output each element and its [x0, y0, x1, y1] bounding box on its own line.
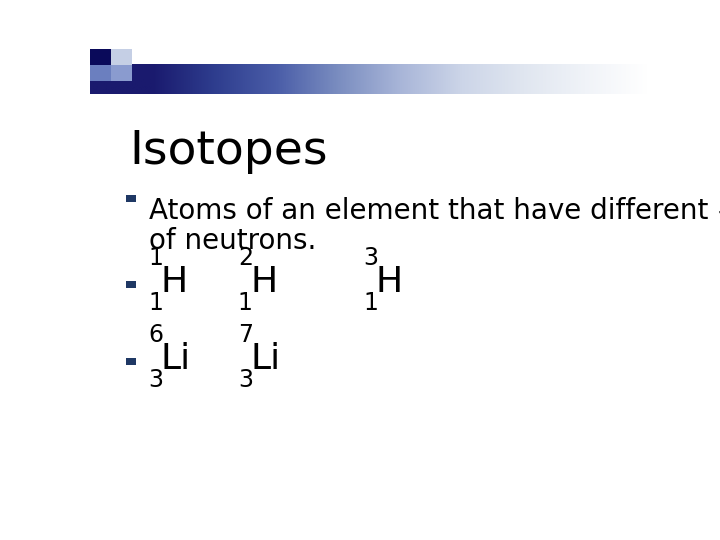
Bar: [126, 194, 136, 202]
Bar: [126, 281, 136, 288]
Bar: [90, 49, 111, 65]
Text: H: H: [250, 265, 277, 299]
Text: 2: 2: [238, 246, 253, 270]
Bar: [90, 65, 111, 80]
Text: 3: 3: [238, 368, 253, 393]
Text: 1: 1: [148, 246, 163, 270]
Text: 1: 1: [148, 292, 163, 315]
Text: Isotopes: Isotopes: [129, 129, 328, 174]
Text: 7: 7: [238, 323, 253, 347]
Text: 1: 1: [364, 292, 378, 315]
Bar: [111, 65, 132, 80]
Text: 3: 3: [148, 368, 163, 393]
Text: of neutrons.: of neutrons.: [148, 227, 316, 254]
Text: Atoms of an element that have different #’s: Atoms of an element that have different …: [148, 197, 720, 225]
Text: H: H: [376, 265, 402, 299]
Text: 6: 6: [148, 323, 163, 347]
Text: 3: 3: [364, 246, 379, 270]
Text: Li: Li: [161, 342, 191, 376]
Text: Li: Li: [250, 342, 280, 376]
Bar: [111, 49, 132, 65]
Text: 1: 1: [238, 292, 253, 315]
Text: H: H: [161, 265, 188, 299]
Bar: [126, 357, 136, 365]
